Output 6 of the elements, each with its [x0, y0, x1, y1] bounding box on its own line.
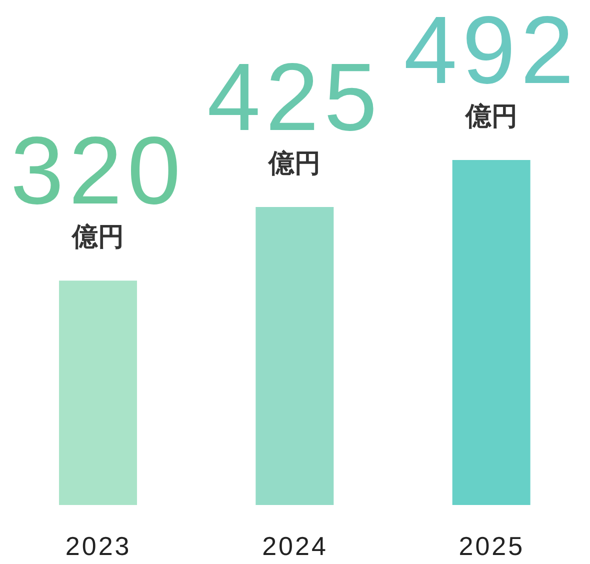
x-tick-label: 2025 — [458, 531, 525, 561]
x-tick-label: 2023 — [65, 531, 132, 561]
x-tick-label: 2024 — [262, 531, 328, 561]
data-label: 492 億円 — [404, 0, 579, 131]
data-label: 320 億円 — [10, 118, 186, 252]
data-label: 425 億円 — [207, 44, 382, 178]
